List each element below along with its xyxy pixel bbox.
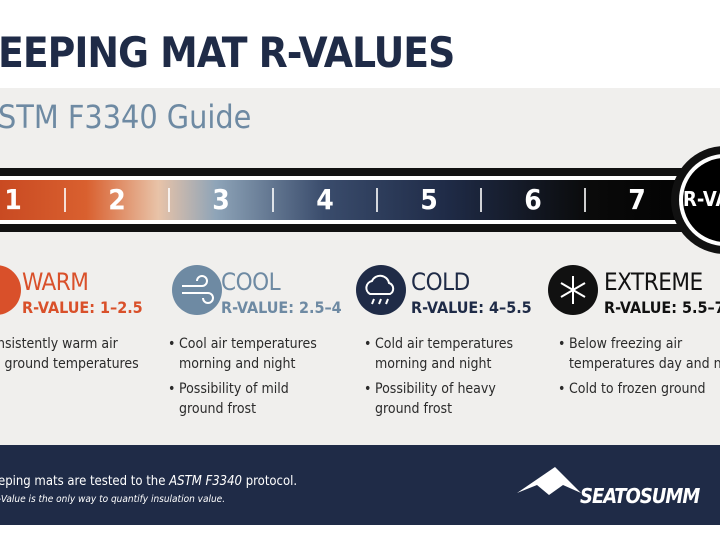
footer-line2: -Value is the only way to quantify insul… — [0, 494, 226, 505]
bullet-text: temperatures day and nigh — [569, 356, 720, 372]
category-name: WARM — [22, 268, 89, 296]
bullet-text: Below freezing air — [569, 336, 683, 352]
footer-text: protocol. — [242, 474, 298, 489]
bullet-dot: • — [168, 336, 176, 352]
bullet-dot: • — [364, 336, 372, 352]
bullet-text: Possibility of mild — [179, 381, 289, 397]
bullet-text: morning and night — [375, 356, 492, 372]
bullet-text: Possibility of heavy — [375, 381, 496, 397]
bullet-text: ground frost — [375, 401, 453, 417]
bullet-text: Cool air temperatures — [179, 336, 317, 352]
scale-number: 4 — [316, 183, 334, 216]
header-band — [0, 0, 720, 88]
category-rvalue: R-VALUE: 5.5–7 — [604, 298, 720, 317]
bullet-dot: • — [168, 381, 176, 397]
scale-bar — [0, 146, 720, 254]
bullet-dot: • — [364, 381, 372, 397]
bottom-strip — [0, 525, 720, 540]
brand-logo — [517, 467, 581, 495]
bullet-text: ground frost — [179, 401, 257, 417]
bullet-dot: • — [558, 381, 566, 397]
category-rvalue: R-VALUE: 1–2.5 — [22, 298, 143, 317]
icons — [0, 265, 598, 315]
subtitle: STM F3340 Guide — [0, 98, 252, 136]
category-name: COLD — [411, 268, 470, 296]
category-name: EXTREME — [604, 268, 703, 296]
scale-number: 2 — [108, 183, 126, 216]
footer-line1: eping mats are tested to the ASTM F3340 … — [0, 474, 297, 489]
category-name: COOL — [221, 268, 281, 296]
scale-number: 3 — [212, 183, 230, 216]
scale-number: 7 — [628, 183, 646, 216]
scale-end-label: R-VA — [683, 187, 720, 211]
scale-number: 6 — [524, 183, 542, 216]
footer-standard: ASTM F3340 — [169, 474, 242, 489]
scale-number: 5 — [420, 183, 438, 216]
footer-text: eping mats are tested to the — [0, 474, 170, 489]
category-rvalue: R-VALUE: 4–5.5 — [411, 298, 532, 317]
bullet-text: nsistently warm air — [0, 336, 118, 352]
scale-number: 1 — [4, 183, 22, 216]
title: EEPING MAT R-VALUES — [0, 28, 455, 77]
brand: SEATOSUMM — [580, 484, 700, 508]
category-rvalue: R-VALUE: 2.5–4 — [221, 298, 342, 317]
bullet-text: Cold air temperatures — [375, 336, 514, 352]
bullet-text: morning and night — [179, 356, 296, 372]
bullet-text: l ground temperatures — [0, 356, 139, 372]
bullet-text: Cold to frozen ground — [569, 381, 706, 397]
bullet-dot: • — [558, 336, 566, 352]
footer-band — [0, 445, 720, 525]
